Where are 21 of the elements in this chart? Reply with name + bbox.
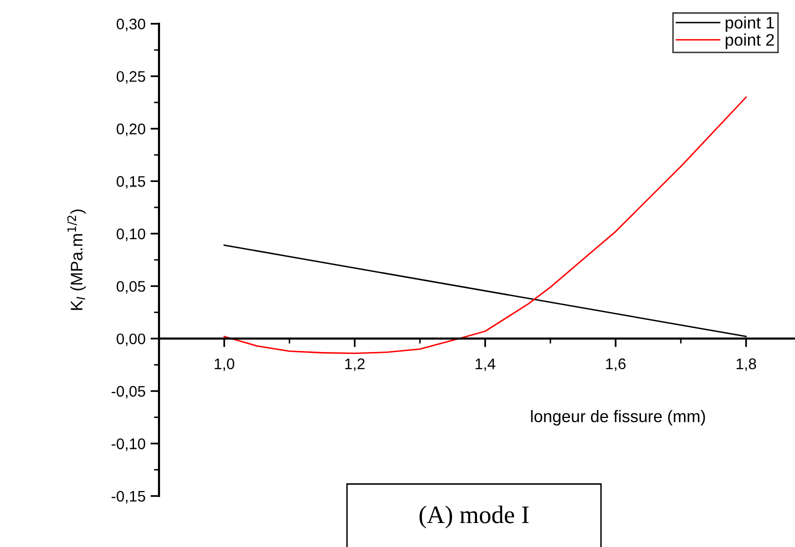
- y-tick-label: 0,20: [116, 124, 146, 136]
- y-tick-label: -0,05: [112, 386, 146, 399]
- x-tick-label: 1,6: [606, 358, 626, 372]
- x-tick-label: 1,0: [214, 358, 234, 372]
- y-axis-title: K$_{I}$ (MPa.m$^{1/2}$): [67, 210, 86, 310]
- legend-label: point 1: [726, 16, 774, 32]
- line-series: [224, 96, 747, 354]
- legend-label: point 2: [726, 34, 774, 50]
- x-axis-title: longeur de fissure (mm): [531, 410, 705, 426]
- x-tick-label: 1,8: [736, 358, 756, 372]
- y-tick-label: 0,25: [116, 71, 146, 84]
- y-tick-label: 0,30: [116, 18, 146, 32]
- y-tick-label: 0,00: [116, 333, 146, 346]
- y-tick-label: -0,15: [112, 490, 146, 504]
- y-tick-label: 0,15: [116, 176, 146, 189]
- y-tick-label: 0,05: [116, 280, 146, 294]
- x-tick-label: 1,4: [476, 358, 496, 372]
- y-tick-label: -0,10: [112, 438, 146, 452]
- x-tick-label: 1,2: [345, 358, 365, 372]
- y-tick-label: 0,10: [116, 228, 146, 242]
- text: (A) mode I: [420, 506, 529, 528]
